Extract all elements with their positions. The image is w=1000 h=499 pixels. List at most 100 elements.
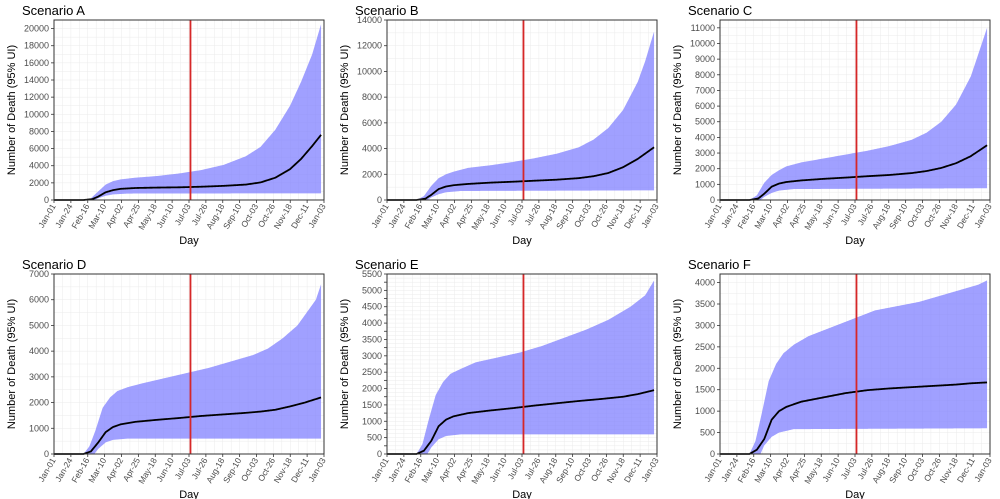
panel-title: Scenario A bbox=[22, 3, 85, 18]
y-tick-label: 3000 bbox=[695, 320, 715, 330]
x-tick-label: Jun-10 bbox=[820, 456, 842, 484]
uncertainty-band bbox=[387, 31, 655, 200]
mean-line bbox=[387, 146, 655, 201]
y-tick-label: 4000 bbox=[695, 278, 715, 288]
y-tick-label: 5000 bbox=[695, 117, 715, 127]
y-tick-label: 8000 bbox=[29, 126, 49, 136]
y-tick-label: 7000 bbox=[29, 269, 49, 279]
y-tick-label: 20000 bbox=[24, 24, 49, 34]
y-tick-label: 500 bbox=[367, 433, 382, 443]
y-axis-label: Number of Death (95% UI) bbox=[339, 299, 351, 429]
y-axis-label: Number of Death (95% UI) bbox=[672, 45, 684, 175]
y-tick-label: 10000 bbox=[690, 38, 715, 48]
y-tick-label: 4000 bbox=[362, 318, 382, 328]
y-tick-label: 2500 bbox=[362, 367, 382, 377]
panel-f: Scenario F 0 500 1000 1500 2000 2500 3000 3500 40… bbox=[672, 257, 994, 499]
x-tick-label: Jan-03 bbox=[306, 202, 328, 230]
y-tick-label: 3500 bbox=[362, 334, 382, 344]
y-tick-label: 4000 bbox=[362, 144, 382, 154]
y-tick-label: 4500 bbox=[362, 302, 382, 312]
y-tick-label: 3000 bbox=[29, 372, 49, 382]
y-tick-label: 10000 bbox=[24, 109, 49, 119]
y-tick-label: 7000 bbox=[695, 85, 715, 95]
y-tick-label: 14000 bbox=[24, 75, 49, 85]
y-tick-label: 0 bbox=[710, 449, 715, 459]
x-axis-label: Day bbox=[512, 489, 532, 499]
y-tick-label: 10000 bbox=[357, 66, 382, 76]
y-tick-label: 1000 bbox=[695, 406, 715, 416]
x-tick-label: Jun-10 bbox=[820, 202, 842, 230]
panel-title: Scenario E bbox=[355, 257, 419, 272]
x-axis-label: Day bbox=[512, 235, 532, 247]
y-tick-label: 2000 bbox=[695, 363, 715, 373]
mean-line bbox=[720, 381, 988, 455]
y-tick-label: 2000 bbox=[695, 164, 715, 174]
y-tick-label: 1500 bbox=[362, 400, 382, 410]
x-tick-label: Jan-03 bbox=[639, 202, 661, 230]
y-tick-label: 6000 bbox=[29, 295, 49, 305]
x-tick-label: Jun-10 bbox=[154, 456, 176, 484]
y-tick-label: 5000 bbox=[362, 285, 382, 295]
y-tick-label: 6000 bbox=[695, 101, 715, 111]
x-tick-label: Jan-03 bbox=[972, 202, 994, 230]
y-tick-label: 3000 bbox=[362, 351, 382, 361]
uncertainty-band bbox=[720, 280, 988, 454]
y-tick-label: 500 bbox=[700, 428, 715, 438]
y-axis-label: Number of Death (95% UI) bbox=[6, 299, 18, 429]
y-tick-label: 5000 bbox=[29, 320, 49, 330]
panel-title: Scenario D bbox=[22, 257, 86, 272]
panel-title: Scenario F bbox=[688, 257, 751, 272]
y-tick-label: 9000 bbox=[695, 54, 715, 64]
x-tick-label: Jan-03 bbox=[639, 456, 661, 484]
y-tick-label: 3000 bbox=[695, 148, 715, 158]
y-tick-label: 3500 bbox=[695, 299, 715, 309]
mean-line bbox=[720, 144, 988, 201]
y-tick-label: 2000 bbox=[362, 169, 382, 179]
y-tick-label: 8000 bbox=[695, 70, 715, 80]
y-tick-label: 0 bbox=[44, 195, 49, 205]
panel-b: Scenario B 0 2000 4000 6000 8000 10000 12000 140… bbox=[339, 3, 661, 247]
x-axis-label: Day bbox=[845, 235, 865, 247]
y-tick-label: 16000 bbox=[24, 58, 49, 68]
y-tick-label: 2500 bbox=[695, 342, 715, 352]
y-tick-label: 11000 bbox=[691, 23, 715, 33]
y-tick-label: 2000 bbox=[29, 178, 49, 188]
y-axis-label: Number of Death (95% UI) bbox=[6, 45, 18, 175]
y-tick-label: 12000 bbox=[357, 41, 382, 51]
panel-c: Scenario C 0 1000 2000 3000 4000 5000 6000 7000 8… bbox=[672, 3, 994, 247]
panel-d: Scenario D 0 1000 2000 3000 4000 5000 6000 7000 J… bbox=[6, 257, 328, 499]
y-tick-label: 18000 bbox=[24, 41, 49, 51]
uncertainty-band bbox=[720, 27, 988, 200]
x-axis-label: Day bbox=[845, 489, 865, 499]
x-tick-label: Jan-03 bbox=[972, 456, 994, 484]
y-tick-label: 1000 bbox=[29, 423, 49, 433]
y-tick-label: 6000 bbox=[362, 118, 382, 128]
mean-line bbox=[54, 396, 322, 455]
y-tick-label: 2000 bbox=[29, 398, 49, 408]
y-tick-label: 1000 bbox=[362, 416, 382, 426]
panel-title: Scenario B bbox=[355, 3, 419, 18]
y-tick-label: 4000 bbox=[29, 161, 49, 171]
y-axis-label: Number of Death (95% UI) bbox=[339, 45, 351, 175]
x-tick-label: Jan-03 bbox=[306, 456, 328, 484]
y-tick-label: 4000 bbox=[695, 132, 715, 142]
uncertainty-band bbox=[387, 280, 655, 454]
y-tick-label: 0 bbox=[44, 449, 49, 459]
x-tick-label: Jun-10 bbox=[154, 202, 176, 230]
y-tick-label: 1000 bbox=[695, 179, 715, 189]
y-tick-label: 0 bbox=[377, 195, 382, 205]
x-axis-label: Day bbox=[179, 235, 199, 247]
y-tick-label: 0 bbox=[377, 449, 382, 459]
y-tick-label: 5500 bbox=[362, 269, 382, 279]
panel-a: Scenario A 0 2000 4000 6000 8000 10000 12000 140… bbox=[6, 3, 328, 247]
y-tick-label: 14000 bbox=[357, 15, 382, 25]
uncertainty-band bbox=[54, 24, 322, 200]
mean-line bbox=[54, 134, 322, 201]
y-tick-label: 4000 bbox=[29, 346, 49, 356]
x-tick-label: Jun-10 bbox=[487, 202, 509, 230]
x-tick-label: Jun-10 bbox=[487, 456, 509, 484]
y-tick-label: 6000 bbox=[29, 144, 49, 154]
mean-line bbox=[387, 389, 655, 455]
y-axis-label: Number of Death (95% UI) bbox=[672, 299, 684, 429]
